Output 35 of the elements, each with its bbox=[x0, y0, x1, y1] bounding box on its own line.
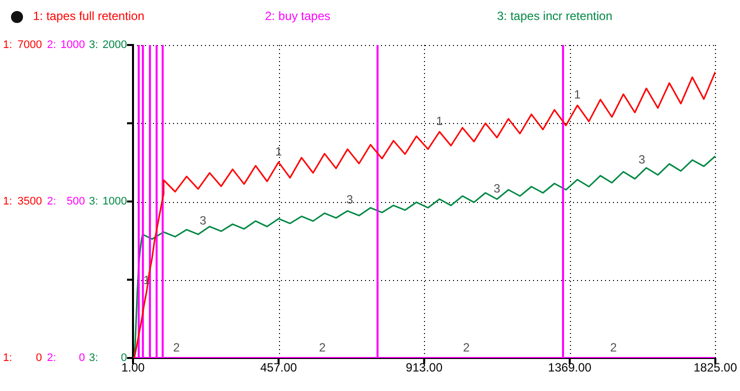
annotation: 2 bbox=[173, 340, 180, 354]
x-tick-label: 457.00 bbox=[260, 360, 298, 375]
y-tick-label: 3500 bbox=[18, 196, 42, 208]
annotation: 2 bbox=[462, 340, 470, 354]
text: 3: bbox=[89, 196, 98, 208]
x-tick-label: 913.00 bbox=[406, 360, 443, 375]
text: 3: tapes incr retention bbox=[497, 9, 612, 23]
y-axis-title: 1: bbox=[3, 352, 12, 364]
annotation: 2 bbox=[318, 340, 326, 354]
y2-tick-label: 1000 bbox=[60, 39, 85, 52]
text: 2: buy tapes bbox=[265, 9, 330, 23]
y2-tick-label: 500 bbox=[66, 196, 85, 208]
text: 2: bbox=[47, 196, 56, 208]
y2-axis-title: 2: bbox=[47, 352, 56, 364]
text: 1: bbox=[3, 39, 12, 52]
y3-tick-label: 1000 bbox=[102, 196, 127, 208]
x-tick-label: 1369.00 bbox=[548, 360, 592, 375]
text: 1: bbox=[3, 196, 12, 208]
annotation: 3 bbox=[494, 182, 501, 196]
y3-tick-label: 2000 bbox=[102, 39, 127, 52]
annotation: 1 bbox=[436, 114, 444, 128]
annotation: 1 bbox=[574, 88, 582, 102]
y-tick-label: 7000 bbox=[18, 39, 42, 52]
annotation: 3 bbox=[200, 213, 207, 228]
text: 2: bbox=[47, 39, 56, 52]
y3-axis-title: 3: bbox=[89, 352, 98, 364]
text: 3: bbox=[89, 39, 98, 52]
annotation: 3 bbox=[346, 192, 354, 206]
text: 1: tapes full retention bbox=[33, 9, 144, 23]
annotation: 1 bbox=[275, 144, 282, 158]
annotation: 2 bbox=[610, 340, 618, 354]
y2-tick-label: 0 bbox=[78, 352, 85, 364]
annotation: 3 bbox=[638, 152, 646, 167]
y-tick-label: 0 bbox=[36, 352, 42, 364]
x-tick-label: 1825.00 bbox=[694, 360, 738, 375]
